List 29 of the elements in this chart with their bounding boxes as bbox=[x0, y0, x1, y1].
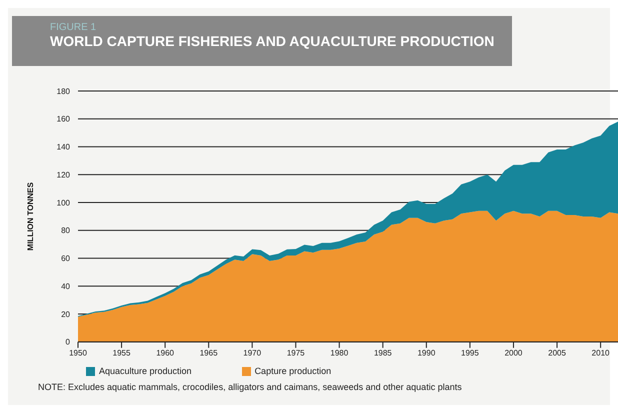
y-tick-label: 100 bbox=[56, 198, 71, 208]
y-tick-label: 60 bbox=[61, 254, 71, 264]
x-tick-label: 1955 bbox=[112, 348, 131, 358]
x-tick-label: 1975 bbox=[286, 348, 306, 358]
text: NOTE: Excludes aquatic mammals, crocodiles, alligators and caimans, seaweeds and other aquatic plants bbox=[38, 382, 462, 392]
y-tick-label: 160 bbox=[56, 114, 71, 124]
y-tick-label: 120 bbox=[56, 170, 71, 180]
chart-subtitle: FIGURE 1 bbox=[50, 22, 98, 33]
x-tick-label: 1965 bbox=[200, 348, 218, 358]
x-tick-label: 1980 bbox=[330, 348, 349, 358]
y-tick-label: 20 bbox=[61, 310, 71, 319]
y-tick-label: 40 bbox=[61, 282, 71, 291]
legend-label: Aquaculture production bbox=[99, 366, 192, 376]
y-tick-label: 180 bbox=[56, 86, 71, 96]
x-tick-label: 1950 bbox=[69, 348, 88, 358]
x-tick-label: 2010 bbox=[592, 348, 610, 358]
y-tick-label: 80 bbox=[61, 226, 71, 236]
x-tick-label: 1995 bbox=[461, 348, 480, 358]
legend-label: Capture production bbox=[254, 366, 332, 376]
x-tick-label: 1985 bbox=[374, 348, 392, 358]
x-tick-label: 1970 bbox=[243, 348, 262, 358]
y-tick-label: 0 bbox=[66, 338, 71, 347]
x-tick-label: 1960 bbox=[156, 348, 175, 358]
y-axis-title: MILLION TONNES bbox=[26, 182, 35, 251]
x-tick-label: 2005 bbox=[548, 348, 566, 358]
x-tick-label: 1990 bbox=[417, 348, 436, 358]
x-tick-label: 2000 bbox=[504, 348, 523, 358]
y-tick-label: 140 bbox=[56, 142, 71, 152]
chart-title: WORLD CAPTURE FISHERIES AND AQUACULTURE PRODUCTION bbox=[50, 33, 496, 49]
